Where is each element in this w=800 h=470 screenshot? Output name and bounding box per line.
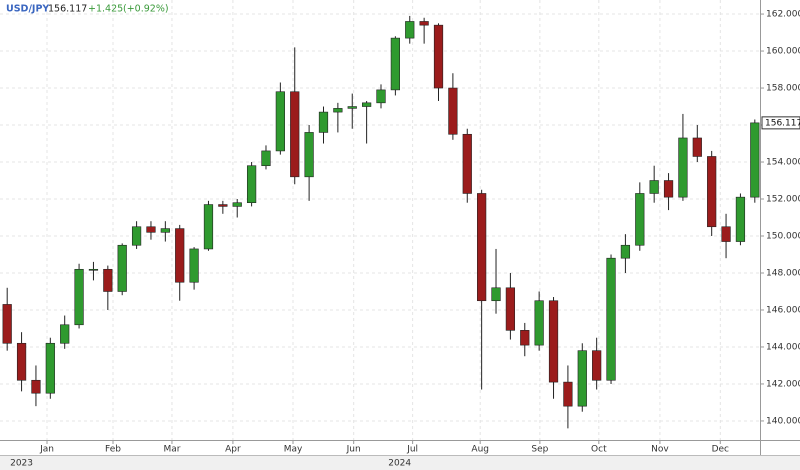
price-tag-label: 156.117 [765, 118, 800, 128]
candle-body [88, 268, 99, 271]
change: +1.425 [88, 4, 123, 15]
candle-body [304, 132, 314, 178]
candle-body [692, 137, 702, 157]
year-strip [0, 456, 800, 470]
x-tick-label: Aug [471, 445, 489, 455]
y-tick-label: 152.000 [766, 195, 800, 205]
candle-body [203, 204, 214, 250]
y-tick-label: 150.000 [766, 231, 800, 241]
x-tick-label: Jun [346, 445, 361, 455]
y-tick-label: 162.000 [766, 10, 800, 20]
candle-body [45, 342, 55, 394]
candle-body [131, 226, 142, 246]
candle-body [577, 350, 587, 407]
x-tick-label: Feb [105, 445, 121, 455]
candle-body [592, 350, 602, 381]
candle-body [218, 204, 228, 207]
candle-body [117, 244, 127, 292]
symbol: USD/JPY [6, 4, 49, 15]
year-label: 2024 [388, 459, 411, 469]
y-tick-label: 158.000 [766, 84, 800, 94]
candle-body [290, 91, 300, 178]
x-tick-label: Mar [163, 445, 180, 455]
candle-body [146, 226, 156, 233]
x-tick-label: Sep [531, 445, 548, 455]
candle-body [175, 228, 185, 283]
candle-body [520, 330, 530, 346]
candle-body [448, 87, 458, 135]
candle-body [333, 108, 343, 113]
candle-body [433, 24, 444, 89]
change-pct: (+0.92%) [123, 4, 169, 15]
candle-body [548, 300, 559, 383]
candle-body [663, 180, 674, 198]
y-tick-label: 140.000 [766, 416, 800, 426]
candle-body [491, 287, 501, 302]
candle-body [505, 287, 516, 331]
last-price: 156.117 [48, 4, 87, 15]
x-tick-label: Jan [39, 445, 54, 455]
candle-body [390, 37, 400, 91]
y-tick-label: 146.000 [766, 305, 800, 315]
candle-body [606, 257, 616, 381]
candle-body [678, 137, 688, 198]
candle-body [246, 165, 257, 204]
x-tick-label: Nov [651, 445, 669, 455]
candle-body [2, 304, 12, 344]
candle-body [16, 342, 27, 381]
candle-body [635, 193, 645, 246]
x-tick-label: Apr [225, 445, 241, 455]
candle-body [103, 268, 113, 292]
y-tick-label: 148.000 [766, 268, 800, 278]
x-tick-label: May [284, 445, 303, 455]
candle-body [534, 300, 544, 346]
candle-body [376, 89, 386, 104]
candle-body [477, 193, 487, 302]
candle-body [735, 196, 746, 242]
candle-body [707, 156, 717, 228]
candle-body [74, 268, 84, 326]
candle-body [261, 150, 271, 167]
candle-body [60, 324, 70, 344]
candle-body [750, 122, 760, 198]
y-tick-label: 160.000 [766, 47, 800, 57]
candle-body [275, 91, 285, 152]
candle-body [419, 21, 429, 26]
x-tick-label: Jul [406, 445, 418, 455]
year-label: 2023 [10, 459, 33, 469]
y-tick-label: 142.000 [766, 379, 800, 389]
candle-body [649, 180, 659, 194]
x-tick-label: Oct [591, 445, 607, 455]
candle-body [232, 202, 242, 207]
candle-body [620, 244, 631, 259]
y-tick-label: 144.000 [766, 342, 800, 352]
candle-body [362, 102, 372, 107]
candle-body [405, 21, 415, 39]
price-tag [761, 116, 800, 130]
candle-body [189, 248, 199, 283]
candle-body [563, 381, 573, 407]
y-tick-label: 154.000 [766, 158, 800, 168]
candle-body [318, 111, 329, 133]
candle-body [462, 133, 472, 194]
candle-body [347, 106, 357, 109]
candle-body [721, 226, 731, 242]
x-tick-label: Dec [712, 445, 729, 455]
candle-body [160, 228, 170, 233]
candle-body [31, 379, 41, 394]
